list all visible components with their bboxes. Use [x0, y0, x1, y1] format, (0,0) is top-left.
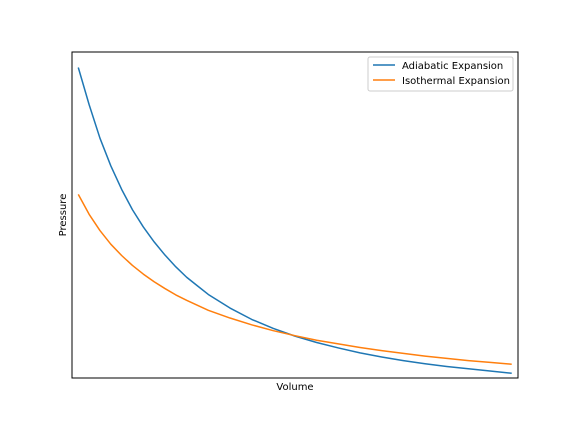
x-axis-label: Volume [276, 382, 313, 393]
series-line-isothermal [77, 193, 512, 365]
series-line-adiabatic [77, 67, 512, 375]
legend-label-adiabatic: Adiabatic Expansion [402, 61, 503, 72]
plot-area [77, 67, 512, 375]
y-axis-label: Pressure [58, 194, 69, 237]
axes-frame [71, 51, 519, 379]
legend-label-isothermal: Isothermal Expansion [402, 76, 510, 87]
legend: Adiabatic Expansion Isothermal Expansion [367, 56, 514, 92]
legend-box [367, 56, 514, 92]
